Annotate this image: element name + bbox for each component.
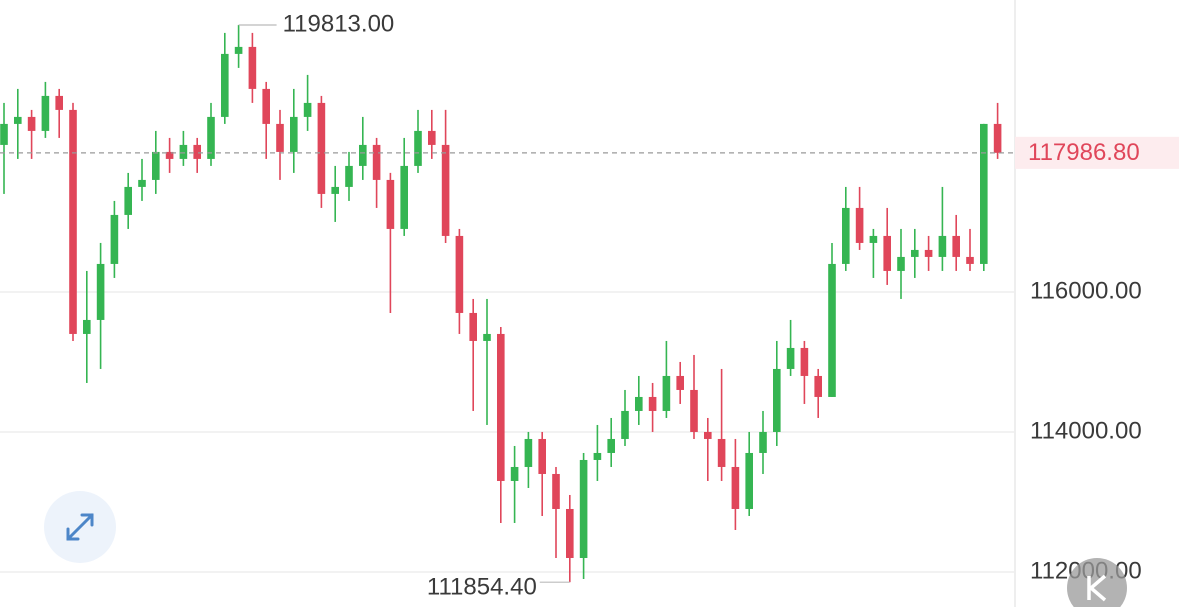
candle-body	[911, 249, 919, 257]
candle-body	[635, 396, 643, 411]
candle-body	[566, 508, 574, 558]
candle-body	[897, 256, 905, 271]
candle-body	[607, 438, 615, 453]
candle-body	[0, 123, 8, 145]
candle-body	[303, 102, 312, 117]
candle-body	[745, 452, 753, 509]
candle-body	[800, 347, 809, 376]
last-price-box	[1015, 136, 1179, 169]
candle-body	[234, 46, 243, 54]
candle-body	[317, 102, 326, 194]
candle-body	[110, 214, 119, 264]
expand-button[interactable]	[44, 491, 116, 563]
last-price-label: 117986.80	[1028, 139, 1140, 166]
candle-body	[83, 319, 91, 334]
candle-body	[290, 116, 298, 152]
candle-body	[662, 375, 671, 411]
candle-body	[96, 263, 105, 320]
candle-body	[345, 165, 353, 187]
candle-body	[938, 235, 947, 257]
candle-body	[828, 263, 836, 397]
candle-body	[538, 438, 546, 474]
candle-body	[731, 466, 740, 509]
candle-body	[165, 151, 174, 159]
candle-body	[69, 109, 77, 334]
candle-body	[855, 207, 864, 243]
candle-body	[372, 144, 381, 180]
y-tick-label: 114000.00	[1030, 417, 1142, 444]
candle-body	[648, 396, 657, 411]
candle-body	[138, 179, 146, 187]
candle-body	[759, 431, 767, 453]
candle-body	[621, 410, 629, 439]
candle-body	[510, 466, 519, 481]
candle-body	[441, 144, 450, 236]
candle-body	[952, 235, 960, 257]
candle-body	[704, 431, 712, 439]
candle-body	[193, 144, 201, 159]
candle-body	[386, 179, 395, 229]
candle-body	[469, 312, 477, 341]
candle-body	[428, 130, 436, 145]
candle-body	[924, 249, 933, 257]
y-tick-label: 116000.00	[1030, 277, 1142, 304]
candle-body	[179, 144, 188, 159]
candle-body	[27, 116, 36, 131]
candle-body	[331, 186, 339, 194]
plot: 112000.00114000.00116000.00119813.001118…	[0, 10, 1179, 601]
candle-body	[41, 95, 50, 131]
candle-body	[152, 151, 160, 180]
candle-body	[248, 46, 257, 89]
candle-body	[593, 452, 602, 460]
candle-body	[966, 256, 974, 264]
candle-body	[400, 165, 408, 229]
candle-body	[842, 207, 850, 264]
candle-body	[497, 333, 505, 481]
candle-body	[14, 116, 22, 124]
candle-body	[993, 123, 1002, 153]
min-label: 111854.40	[427, 574, 537, 601]
candle-body	[55, 95, 63, 110]
candle-body	[207, 116, 215, 159]
candle-body	[483, 333, 491, 341]
candle-body	[814, 375, 822, 397]
k-button[interactable]	[1067, 558, 1127, 607]
candle-body	[579, 459, 588, 558]
candle-body	[552, 473, 560, 509]
candle-body	[717, 438, 726, 467]
candle-body	[786, 347, 795, 369]
candle-body	[359, 144, 367, 166]
candle-body	[869, 235, 878, 243]
candle-body	[455, 235, 464, 313]
candle-body	[773, 368, 781, 432]
candle-body	[524, 438, 533, 467]
candle-body	[883, 235, 891, 271]
candle-body	[221, 53, 229, 117]
candle-body	[414, 130, 422, 166]
candle-body	[690, 389, 698, 432]
candle-body	[262, 88, 270, 124]
max-label: 119813.00	[283, 10, 395, 37]
candle-body	[676, 375, 684, 390]
candle-body	[124, 186, 132, 215]
candle-body	[980, 123, 988, 264]
candle-body	[276, 123, 284, 152]
